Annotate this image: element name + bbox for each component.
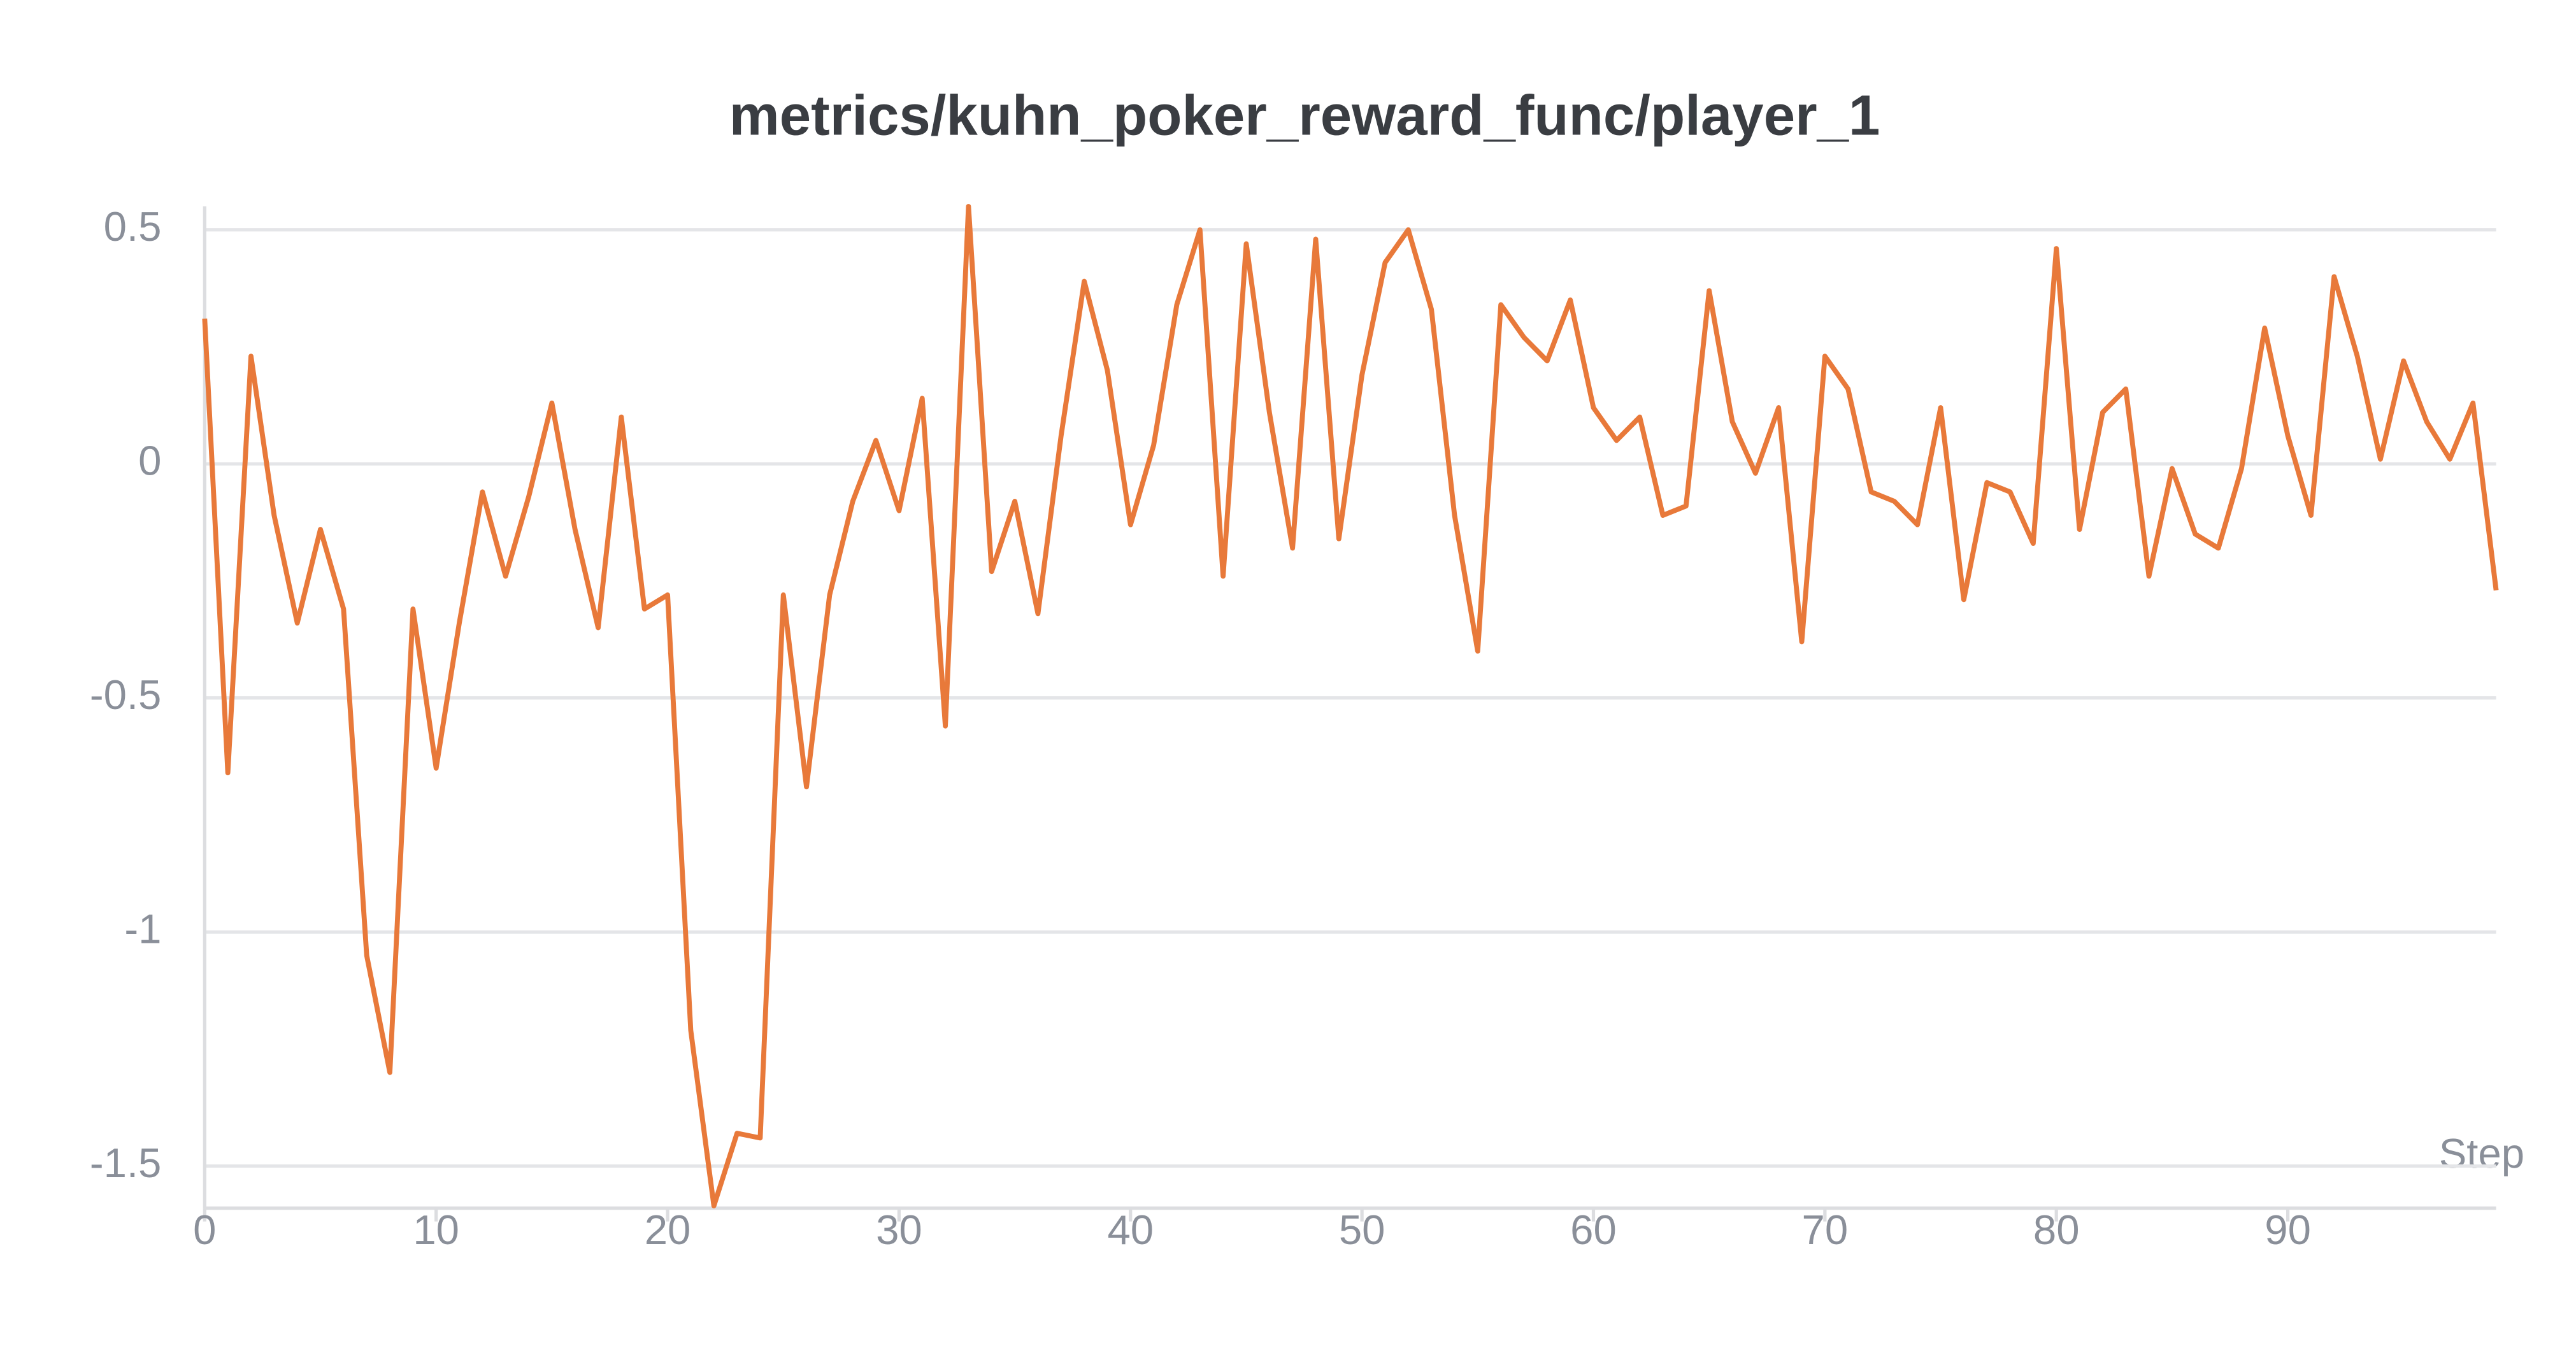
x-tick-label: 60 — [1570, 1206, 1617, 1253]
chart-title: metrics/kuhn_poker_reward_func/player_1 — [729, 84, 1880, 147]
y-tick-label: -1.5 — [90, 1140, 162, 1186]
x-axis-label: Step — [2439, 1130, 2524, 1177]
x-tick-label: 20 — [645, 1206, 691, 1253]
x-tick-label: 0 — [193, 1206, 216, 1253]
x-tick-label: 80 — [2033, 1206, 2080, 1253]
y-tick-label: -1 — [124, 905, 161, 952]
y-tick-label: -0.5 — [90, 671, 162, 718]
x-tick-label: 40 — [1107, 1206, 1154, 1253]
y-tick-label: 0 — [138, 437, 161, 483]
x-tick-label: 90 — [2265, 1206, 2311, 1253]
x-tick-label: 10 — [413, 1206, 459, 1253]
data-line — [202, 204, 2499, 1208]
x-tick-label: 50 — [1339, 1206, 1385, 1253]
x-tick-label: 30 — [876, 1206, 922, 1253]
y-tick-label: 0.5 — [104, 203, 162, 250]
x-tick-label: 70 — [1802, 1206, 1849, 1253]
